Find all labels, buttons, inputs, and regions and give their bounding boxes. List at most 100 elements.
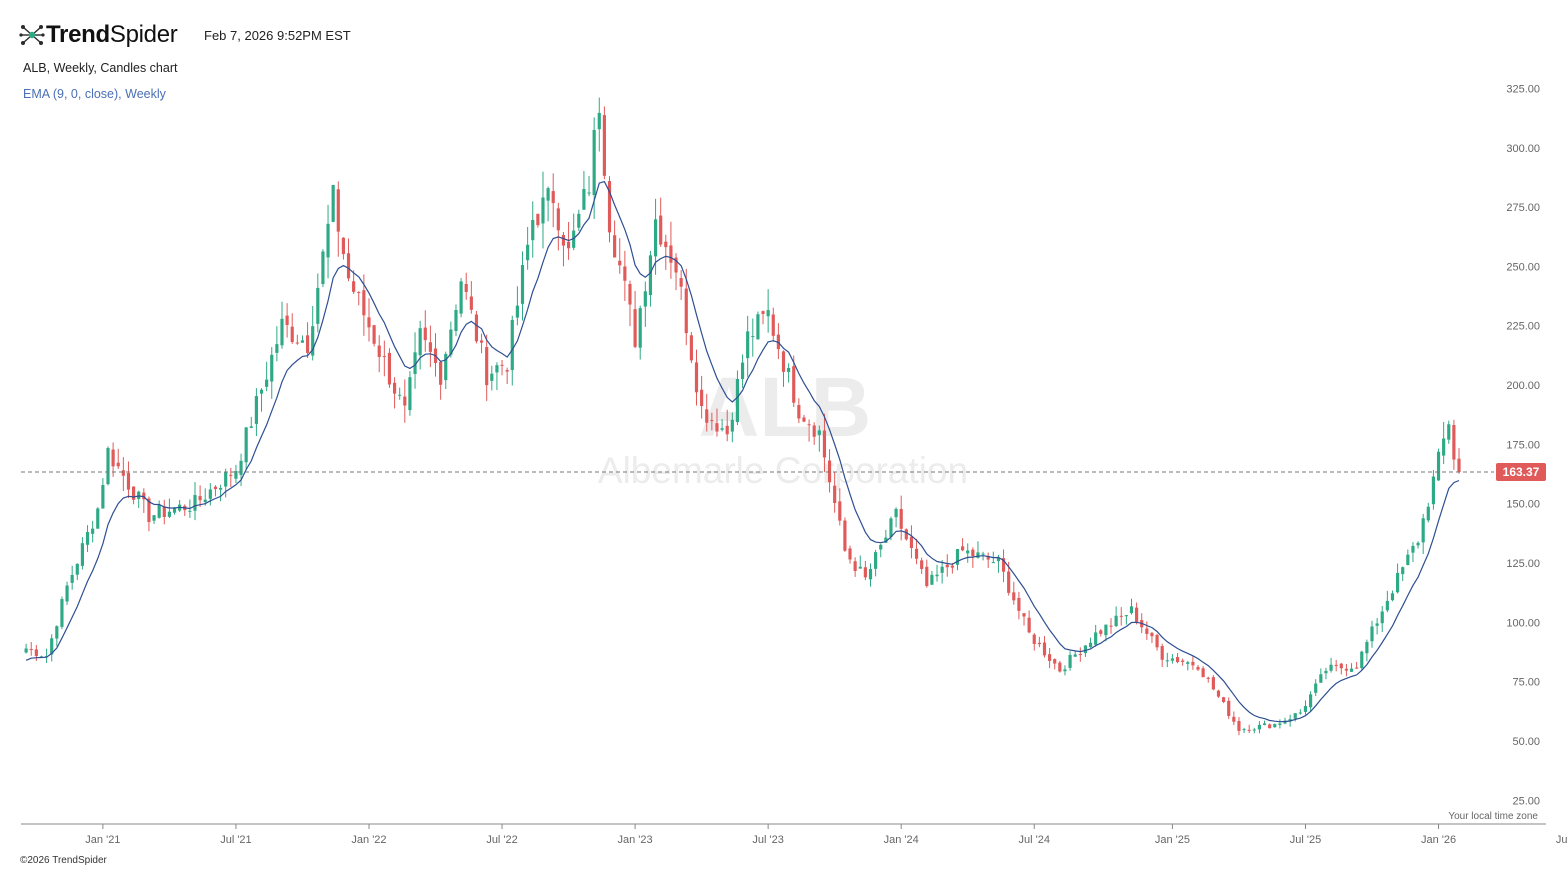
candle-body <box>955 549 960 565</box>
candle <box>392 377 397 409</box>
candle <box>60 596 64 630</box>
candle-body <box>290 326 294 342</box>
candle <box>280 301 284 349</box>
candle <box>1078 647 1082 662</box>
candle-body <box>218 487 223 490</box>
candle-body <box>1027 617 1031 633</box>
candle <box>311 305 315 361</box>
candle <box>142 488 146 513</box>
candle-body <box>986 556 990 560</box>
candle <box>29 642 33 656</box>
candle-body <box>188 510 192 512</box>
candle-body <box>802 417 806 422</box>
candle <box>797 398 801 424</box>
candle <box>367 298 371 342</box>
candle <box>766 289 770 333</box>
candle-body <box>1191 661 1195 666</box>
candle <box>1022 612 1026 626</box>
candle-body <box>485 347 489 386</box>
candle-body <box>781 351 786 372</box>
candle <box>1196 664 1200 671</box>
candle <box>1222 696 1226 704</box>
candle <box>387 348 392 388</box>
candle <box>1104 624 1108 642</box>
candle <box>541 171 545 249</box>
candle <box>643 281 647 327</box>
candle-body <box>1088 642 1093 648</box>
candle <box>1452 419 1456 470</box>
candle <box>1273 723 1277 728</box>
candle <box>218 484 223 502</box>
candle-body <box>34 649 38 656</box>
candle <box>920 557 924 574</box>
candle <box>705 393 709 432</box>
candle-body <box>510 319 514 371</box>
candle-body <box>623 266 627 281</box>
candle-body <box>751 335 755 337</box>
candle <box>848 545 852 564</box>
candle-body <box>91 528 95 534</box>
candle <box>1227 697 1231 719</box>
indicator-label-ema[interactable]: EMA (9, 0, close), Weekly <box>23 87 166 101</box>
candle-body <box>126 473 131 490</box>
candle-body <box>29 648 33 650</box>
candle-body <box>879 544 883 550</box>
y-tick-label: 325.00 <box>1506 83 1540 95</box>
candle <box>1150 631 1154 644</box>
candle-body <box>1099 630 1103 634</box>
candle <box>1262 720 1267 726</box>
candle-body <box>633 309 637 347</box>
candle-body <box>526 244 530 261</box>
candle <box>1232 711 1236 725</box>
candle <box>70 565 74 590</box>
candle-body <box>1309 694 1313 708</box>
candle-body <box>39 656 44 658</box>
candle <box>1048 648 1052 669</box>
candle-body <box>1319 674 1323 683</box>
candle <box>224 468 228 498</box>
candle-body <box>147 498 151 523</box>
candle-body <box>541 197 545 224</box>
x-tick-label: Jan '22 <box>351 834 386 846</box>
candle-body <box>930 574 934 585</box>
candle <box>812 422 816 445</box>
candle-body <box>198 496 202 501</box>
candle <box>439 361 443 400</box>
candle-body <box>316 287 320 324</box>
candle-body <box>423 327 427 341</box>
candle <box>802 414 806 423</box>
candle <box>1175 653 1180 664</box>
candle-body <box>142 492 146 500</box>
candle <box>454 304 458 337</box>
candle-body <box>807 424 811 426</box>
candle-body <box>1007 571 1011 593</box>
candle-body <box>925 566 929 587</box>
candle-body <box>848 548 852 560</box>
candle <box>710 412 714 431</box>
candle <box>1242 727 1246 734</box>
candle <box>1447 420 1451 444</box>
candle-body <box>766 310 770 317</box>
candle <box>792 355 796 407</box>
candle-body <box>234 471 238 479</box>
candle <box>485 334 489 402</box>
candle <box>587 175 591 197</box>
candle <box>986 552 990 568</box>
candle-body <box>413 352 417 375</box>
candle-body <box>935 574 939 577</box>
candle <box>715 408 719 437</box>
candle-body <box>295 342 299 344</box>
candle <box>863 560 867 581</box>
candle <box>208 483 212 506</box>
candle <box>930 570 934 585</box>
candle-body <box>213 486 218 490</box>
chart-title[interactable]: ALB, Weekly, Candles chart <box>23 61 178 75</box>
candle-body <box>346 253 351 279</box>
candle <box>178 499 182 513</box>
candle-body <box>1165 660 1169 662</box>
price-axis: 25.00 50.00 75.00 100.00 125.00 150.00 175.00 2… <box>1506 83 1540 807</box>
candle-body <box>244 427 248 463</box>
candle-body <box>1334 664 1338 666</box>
candle <box>515 286 519 326</box>
